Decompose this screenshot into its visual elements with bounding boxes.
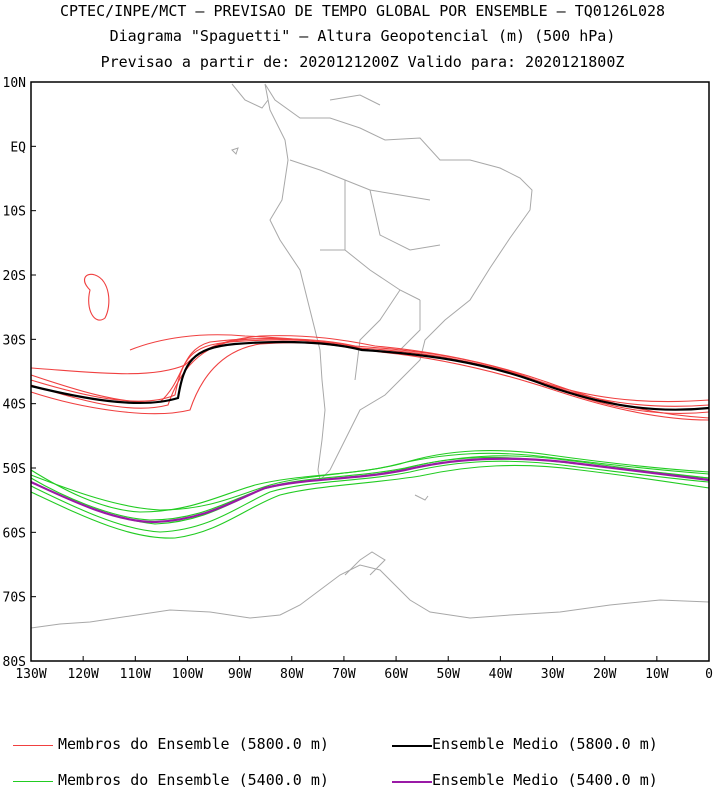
- lon-tick-label: 10W: [645, 667, 669, 682]
- lat-tick-label: 10N: [3, 76, 26, 91]
- lat-tick-label: 10S: [3, 205, 26, 220]
- member-5400-4: [30, 464, 710, 539]
- legend-swatch-members-5800: [13, 745, 53, 746]
- lat-tick-label: 70S: [3, 591, 26, 606]
- lat-tick-label: EQ: [10, 140, 26, 155]
- ensemble-mean-5400-line: [30, 457, 710, 524]
- legend-swatch-mean-5400: [392, 781, 432, 783]
- legend-swatch-members-5400: [13, 781, 53, 782]
- lat-tick-label: 30S: [3, 333, 26, 348]
- lat-tick-label: 60S: [3, 526, 26, 541]
- antarctic-peninsula: [344, 551, 386, 576]
- lon-tick-label: 40W: [489, 667, 513, 682]
- coastline-layer: [30, 83, 710, 629]
- south-georgia-island: [414, 494, 429, 501]
- ensemble-mean-5800-line: [30, 340, 710, 411]
- longitude-axis: 130W 120W 110W 100W 90W 80W 70W 60W 50W 40W 30W 20W…: [15, 656, 713, 682]
- plot-area: [31, 82, 709, 661]
- legend-swatch-mean-5800: [392, 745, 432, 747]
- title-line-1: CPTEC/INPE/MCT – PREVISAO DE TEMPO GLOBA…: [59, 2, 666, 20]
- south-america-coastline: [264, 83, 533, 482]
- legend-members-5800: Membros do Ensemble (5800.0 m): [58, 735, 329, 753]
- member-5800-6: [84, 273, 110, 321]
- galapagos-islands: [231, 147, 239, 155]
- lon-tick-label: 110W: [120, 667, 151, 682]
- lat-tick-label: 50S: [3, 462, 26, 477]
- lon-tick-label: 0: [705, 667, 713, 682]
- member-5400-2: [30, 460, 710, 533]
- lat-tick-label: 80S: [3, 655, 26, 670]
- title-line-2: Diagrama "Spaguetti" – Altura Geopotenci…: [109, 27, 616, 45]
- lon-tick-label: 60W: [384, 667, 408, 682]
- member-5800-1: [30, 339, 710, 407]
- lat-tick-label: 40S: [3, 398, 26, 413]
- map-frame: [30, 81, 710, 662]
- lon-tick-label: 130W: [15, 667, 46, 682]
- lon-tick-label: 30W: [541, 667, 565, 682]
- member-5800-4: [30, 335, 710, 419]
- latitude-axis: 10N EQ 10S 20S 30S 40S 50S 60S 70S 80S: [3, 76, 36, 670]
- lon-tick-label: 120W: [67, 667, 98, 682]
- legend-members-5400: Membros do Ensemble (5400.0 m): [58, 771, 329, 789]
- title-line-3: Previsao a partir de: 2020121200Z Valido…: [100, 53, 625, 71]
- lon-tick-label: 100W: [172, 667, 203, 682]
- lon-tick-label: 20W: [593, 667, 617, 682]
- lon-tick-label: 90W: [228, 667, 252, 682]
- lon-tick-label: 80W: [280, 667, 304, 682]
- lat-tick-label: 20S: [3, 269, 26, 284]
- country-borders: [289, 159, 441, 381]
- central-america-coastline: [231, 83, 381, 109]
- lon-tick-label: 50W: [436, 667, 460, 682]
- legend-mean-5400: Ensemble Medio (5400.0 m): [432, 771, 658, 789]
- member-5400-6: [30, 449, 710, 511]
- lon-tick-label: 70W: [332, 667, 356, 682]
- legend-mean-5800: Ensemble Medio (5800.0 m): [432, 735, 658, 753]
